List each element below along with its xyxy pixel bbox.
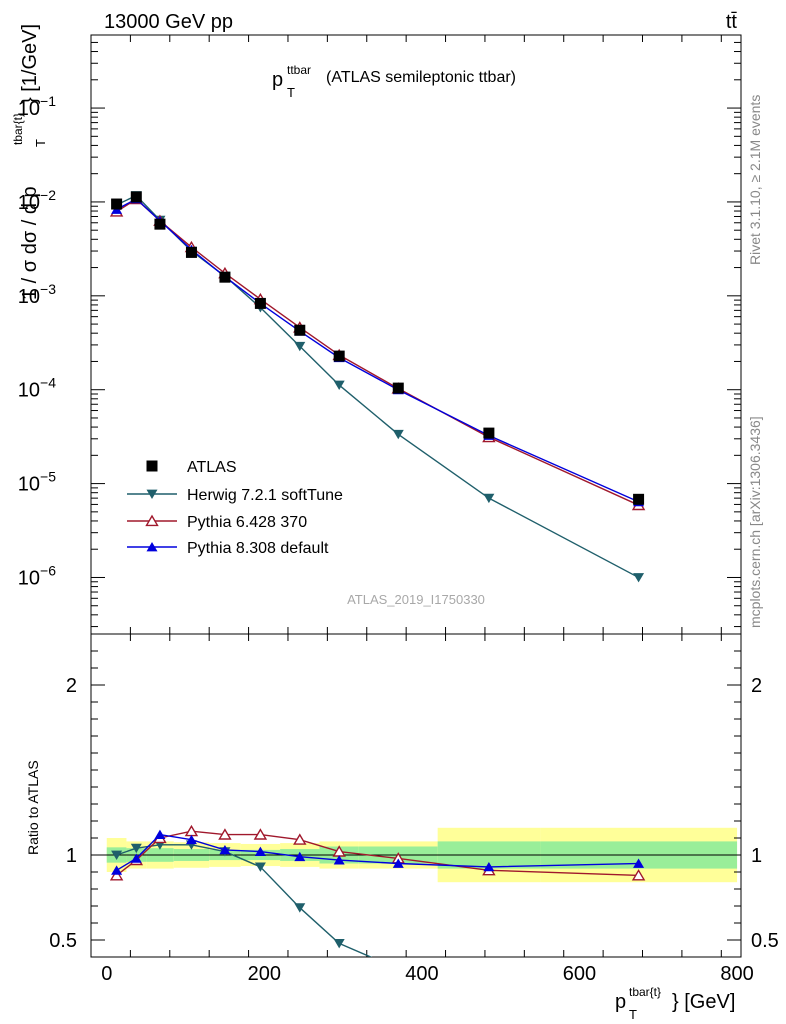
xlabel-subscript: T: [629, 1007, 637, 1022]
ratio-point: [254, 846, 266, 856]
main-panel: 10−6 10−5 10−4 10−3 10−2 10−1: [18, 34, 742, 635]
ratio-point: [109, 869, 124, 881]
title-text: (ATLAS semileptonic ttbar): [326, 69, 516, 86]
y-tick-label: 10−5: [18, 469, 56, 496]
legend-entry: Pythia 8.308 default: [127, 540, 329, 557]
data-point: [294, 324, 306, 336]
ratio-point: [253, 828, 268, 840]
data-point: [633, 493, 645, 505]
ratio-y-tick-label-right: 0.5: [751, 930, 779, 952]
ratio-point: [154, 829, 166, 839]
ylabel-text: 1 / σ dσ / d p: [19, 186, 41, 300]
ratio-frame: [90, 633, 742, 958]
y-tick-label: 10−6: [18, 562, 56, 589]
ratio-point: [111, 850, 123, 860]
y-tick-label: 10−4: [18, 375, 56, 402]
legend-label: Herwig 7.2.1 softTune: [187, 487, 343, 504]
data-point: [392, 382, 404, 394]
data-point: [111, 198, 123, 210]
ratio-y-tick-label-right: 2: [751, 675, 762, 697]
ratio-y-tick-label: 2: [66, 675, 77, 697]
ratio-point: [333, 855, 345, 865]
series-atlas: [111, 191, 645, 505]
legend-entry: ATLAS: [146, 459, 237, 476]
legend-marker: [146, 489, 158, 499]
legend-label: ATLAS: [187, 459, 237, 476]
legend-label: Pythia 8.308 default: [187, 540, 329, 557]
rivet-label: Rivet 3.1.10, ≥ 2.1M events: [747, 95, 763, 265]
ratio-panel: 0 200 400 600 800 0.5 0.5 1 1 2 2: [49, 633, 779, 985]
y-tick-label: 10−3: [18, 281, 56, 308]
legend-marker: [145, 514, 159, 527]
x-tick-label: 800: [720, 963, 753, 985]
data-point: [333, 380, 345, 391]
ratio-point: [392, 858, 404, 868]
ratio-point: [294, 851, 306, 862]
legend-marker: [146, 542, 158, 552]
ratio-y-tick-label-right: 1: [751, 845, 762, 867]
data-point: [130, 191, 142, 203]
ratio-ylabel: Ratio to ATLAS: [25, 760, 41, 855]
xlabel: p tbar{t} T } [GeV]: [615, 985, 735, 1022]
data-point: [294, 341, 306, 352]
x-tick-label: 400: [405, 963, 438, 985]
legend-entry: Herwig 7.2.1 softTune: [127, 487, 343, 504]
main-ylabel: 1 / σ dσ / d p tbar{t} T } [1/GeV]: [11, 24, 48, 300]
ratio-point: [294, 903, 306, 913]
ratio-point: [111, 865, 123, 875]
process-label: tt̄: [726, 11, 738, 33]
legend-label: Pythia 6.428 370: [187, 514, 307, 531]
xlabel-unit: } [GeV]: [672, 991, 735, 1013]
data-point: [185, 246, 197, 258]
title-subscript: T: [287, 85, 295, 100]
energy-label: 13000 GeV pp: [104, 11, 233, 33]
data-point: [333, 350, 345, 362]
data-point: [154, 218, 166, 230]
x-tick-label: 0: [101, 963, 112, 985]
xlabel-text: p: [615, 991, 626, 1013]
ylabel-subscript: T: [33, 139, 48, 147]
ratio-point: [631, 869, 646, 881]
data-point: [483, 427, 495, 439]
ylabel-superscript: tbar{t}: [11, 113, 25, 145]
xlabel-superscript: tbar{t}: [629, 985, 661, 999]
ratio-point: [219, 844, 231, 855]
ratio-series-pythia-8-308-default: [111, 829, 645, 875]
ratio-point: [130, 843, 142, 854]
title-symbol: p: [272, 69, 283, 91]
ratio-point: [483, 861, 495, 872]
legend-marker: [146, 460, 158, 472]
plot-title: p ttbar T (ATLAS semileptonic ttbar): [272, 63, 516, 100]
data-point: [633, 573, 645, 583]
y-tick-label: 10−2: [18, 187, 56, 214]
data-point: [219, 271, 231, 283]
ratio-point: [130, 853, 142, 863]
ratio-point: [218, 828, 232, 840]
ratio-point: [254, 862, 266, 872]
legend-entry: Pythia 6.428 370: [127, 514, 307, 531]
ratio-point: [633, 858, 645, 868]
ratio-point: [333, 939, 345, 949]
data-point: [483, 493, 495, 504]
ratio-y-tick-label: 1: [66, 845, 77, 867]
analysis-id: ATLAS_2019_I1750330: [347, 592, 485, 607]
ylabel-unit: } [1/GeV]: [19, 24, 41, 104]
x-tick-label: 600: [563, 963, 596, 985]
ratio-y-tick-label: 0.5: [49, 930, 77, 952]
series-line: [116, 197, 639, 503]
data-point: [392, 429, 404, 440]
x-tick-label: 200: [248, 963, 281, 985]
ratio-point: [185, 834, 197, 845]
ratio-point: [293, 833, 307, 845]
data-point: [254, 297, 266, 309]
y-tick-label: 10−1: [18, 93, 56, 120]
title-superscript: ttbar: [287, 63, 311, 77]
mcplots-label: mcplots.cern.ch [arXiv:1306.3436]: [747, 416, 763, 628]
legend: ATLAS Herwig 7.2.1 softTune Pythia 6.428 3…: [127, 459, 343, 557]
